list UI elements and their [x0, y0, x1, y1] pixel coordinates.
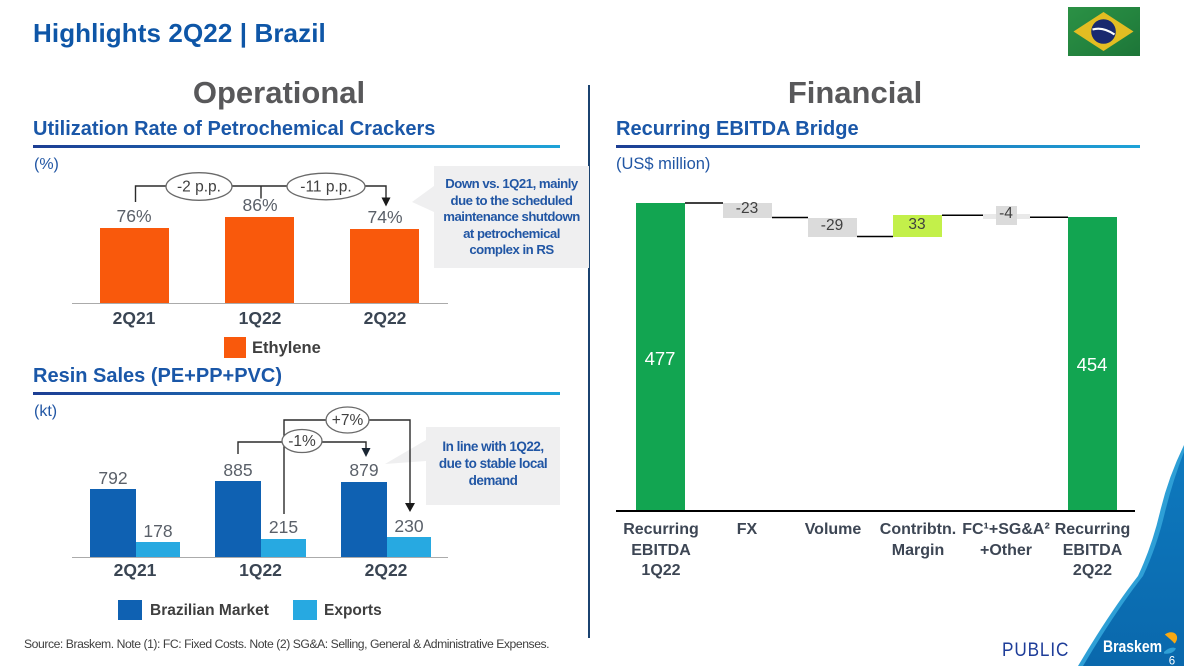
- svg-text:-2 p.p.: -2 p.p.: [177, 179, 221, 196]
- svg-text:+7%: +7%: [332, 412, 364, 429]
- svg-text:-1%: -1%: [288, 433, 316, 450]
- svg-text:6: 6: [1169, 656, 1175, 666]
- svg-text:-11 p.p.: -11 p.p.: [300, 179, 351, 196]
- svg-text:Braskem: Braskem: [1103, 638, 1162, 656]
